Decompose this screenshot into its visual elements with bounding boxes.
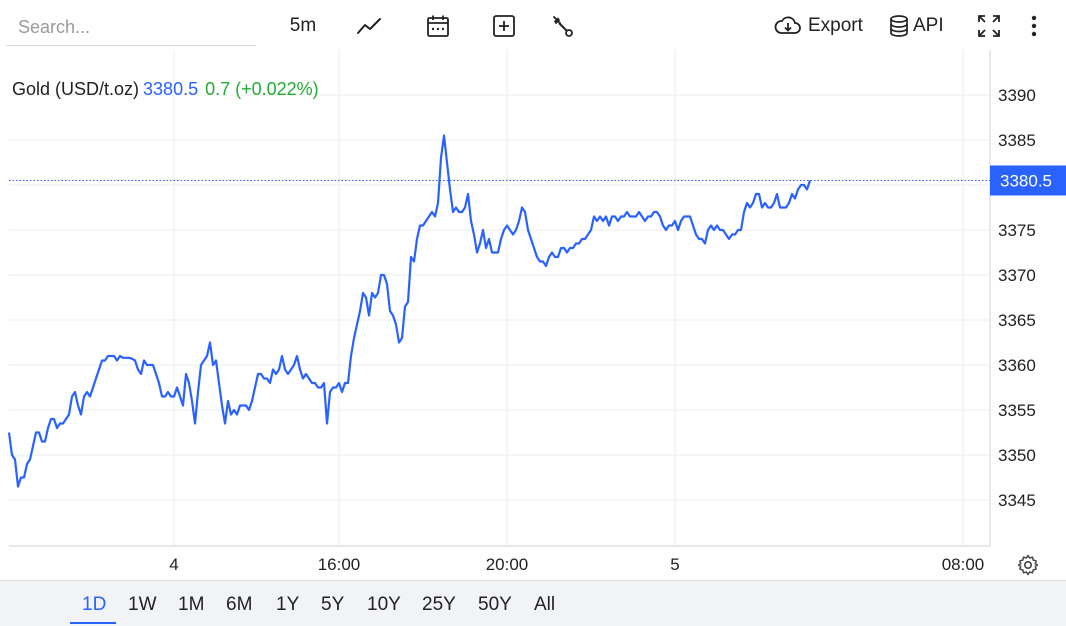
chart-legend: Gold (USD/t.oz) 3380.5 0.7 (+0.022%) <box>12 79 319 100</box>
x-tick-label: 5 <box>670 555 679 574</box>
x-tick-label: 08:00 <box>942 555 985 574</box>
range-button-10y[interactable]: 10Y <box>367 594 401 615</box>
range-button-1m[interactable]: 1M <box>178 594 205 615</box>
range-button-all[interactable]: All <box>534 594 556 615</box>
range-button-1d[interactable]: 1D <box>82 594 107 615</box>
y-tick-label: 3375 <box>998 221 1036 240</box>
cloud-download-icon <box>774 16 801 34</box>
date-range-button[interactable] <box>424 10 452 42</box>
range-button-25y[interactable]: 25Y <box>422 594 456 615</box>
x-tick-label: 16:00 <box>318 555 361 574</box>
database-icon <box>890 15 908 37</box>
time-range-bar: 1D 1W 1M 6M 1Y 5Y 10Y 25Y 50Y All <box>0 580 1066 626</box>
range-button-50y[interactable]: 50Y <box>478 594 512 615</box>
y-tick-label: 3365 <box>998 311 1036 330</box>
range-button-6m[interactable]: 6M <box>226 594 253 615</box>
price-chart[interactable]: 3345335033553360336533703375338033853390… <box>0 50 1066 580</box>
y-tick-label: 3350 <box>998 446 1036 465</box>
range-button-1w[interactable]: 1W <box>128 594 157 615</box>
price-series-line[interactable] <box>7 134 812 488</box>
x-tick-label: 20:00 <box>486 555 529 574</box>
add-indicator-button[interactable] <box>490 10 518 42</box>
y-tick-label: 3385 <box>998 131 1036 150</box>
y-tick-label: 3370 <box>998 266 1036 285</box>
active-range-indicator <box>70 622 116 624</box>
legend-change: 0.7 (+0.022%) <box>205 79 319 99</box>
range-button-5y[interactable]: 5Y <box>321 594 345 615</box>
legend-symbol: Gold (USD/t.oz) <box>12 79 140 99</box>
fullscreen-icon <box>978 15 1000 37</box>
more-vertical-icon <box>1031 15 1037 37</box>
export-button[interactable]: Export <box>774 10 866 42</box>
x-tick-label: 4 <box>169 555 178 574</box>
wrench-icon <box>553 16 573 37</box>
range-button-1y[interactable]: 1Y <box>276 594 300 615</box>
price-tag-label: 3380.5 <box>1000 172 1052 191</box>
y-tick-label: 3390 <box>998 86 1036 105</box>
more-options-button[interactable] <box>1022 10 1046 42</box>
y-tick-label: 3345 <box>998 491 1036 510</box>
export-label: Export <box>808 15 863 36</box>
calendar-icon <box>427 15 449 37</box>
line-chart-icon <box>357 18 381 34</box>
top-toolbar: 5m Export <box>0 0 1066 50</box>
y-tick-label: 3355 <box>998 401 1036 420</box>
tools-button[interactable] <box>548 10 576 42</box>
legend-price: 3380.5 <box>143 79 199 99</box>
price-tag-background <box>990 165 1066 196</box>
chart-type-button[interactable] <box>354 10 384 42</box>
api-button[interactable]: API <box>889 10 949 42</box>
fullscreen-button[interactable] <box>975 10 1003 42</box>
interval-button[interactable]: 5m <box>289 15 317 36</box>
api-label: API <box>913 15 944 36</box>
y-tick-label: 3360 <box>998 356 1036 375</box>
chart-settings-gear-icon[interactable] <box>1016 553 1040 577</box>
search-input[interactable] <box>6 10 256 46</box>
add-plus-icon <box>493 15 515 37</box>
